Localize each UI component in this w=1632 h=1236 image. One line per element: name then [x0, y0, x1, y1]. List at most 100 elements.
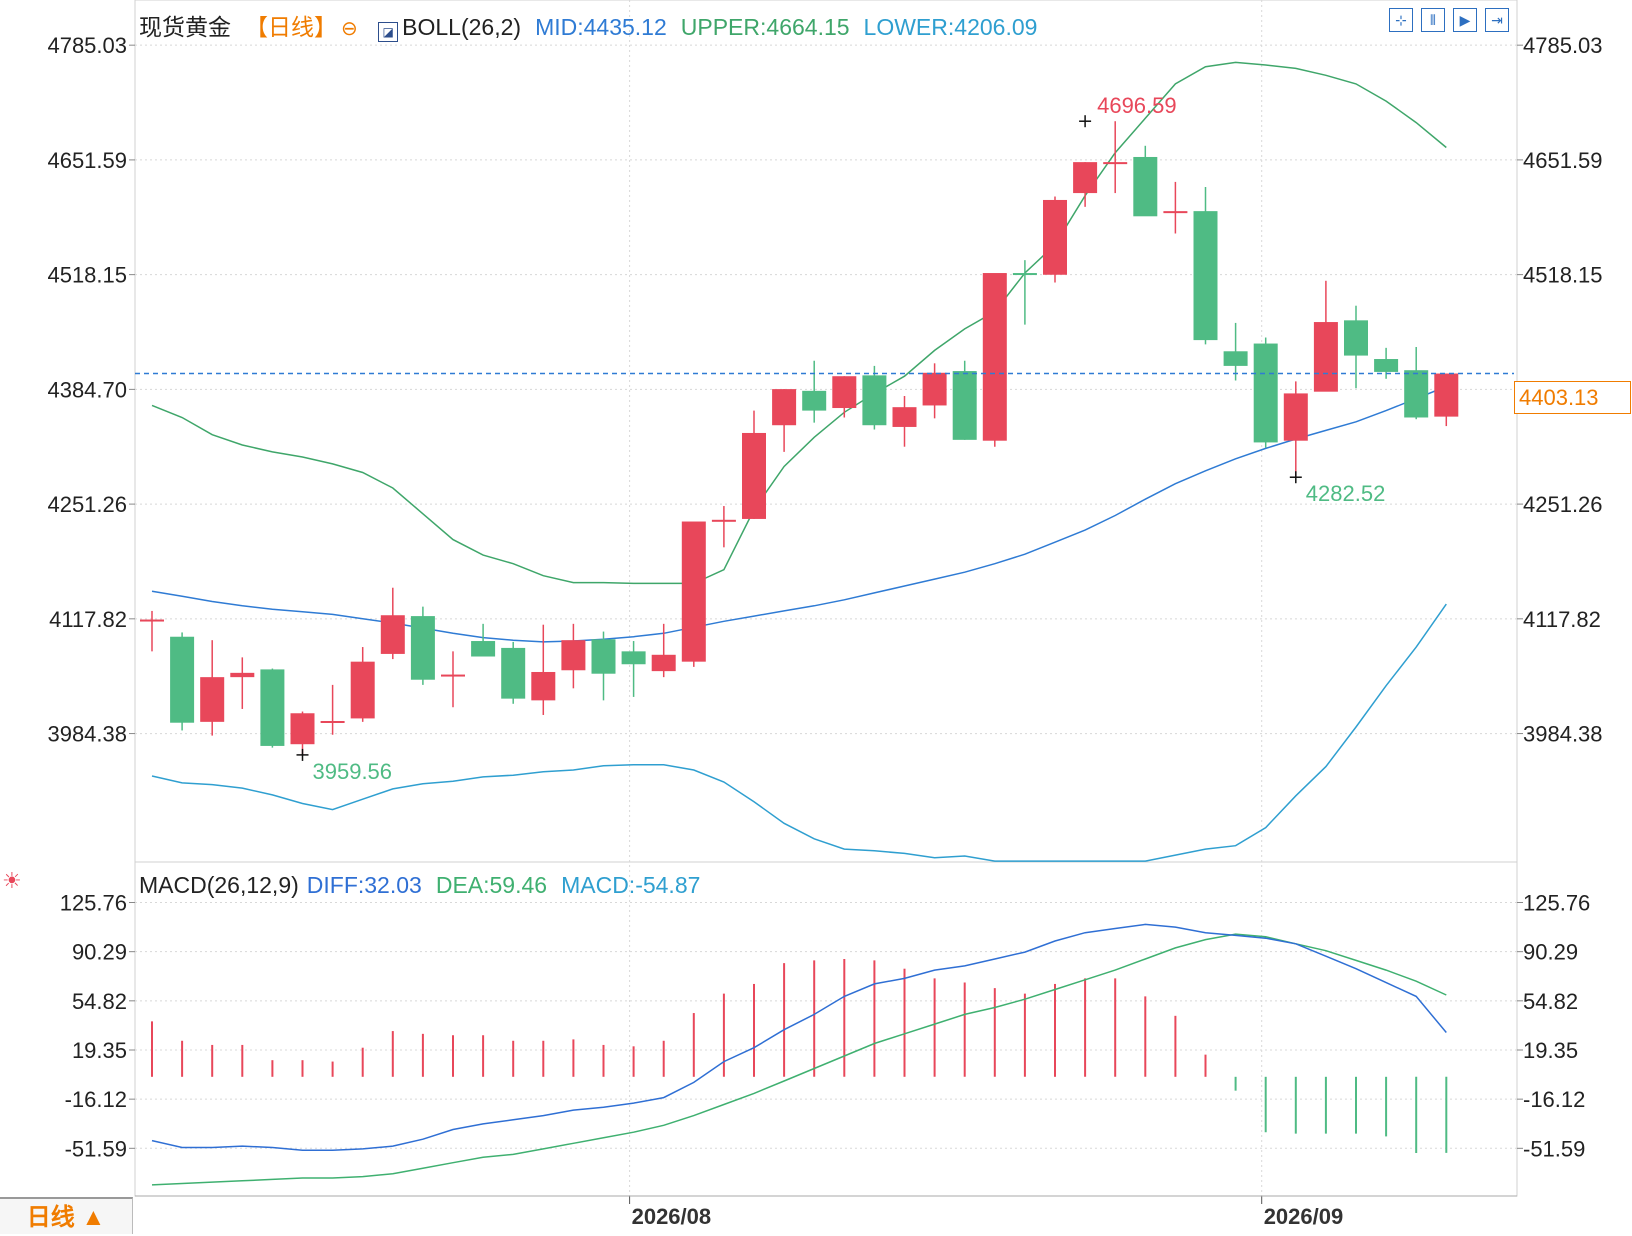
candle-body — [1374, 359, 1399, 372]
candle-body — [531, 671, 556, 701]
boll-upper-line — [151, 61, 1447, 585]
candle-body — [1012, 273, 1037, 276]
macd-panel-frame — [134, 861, 1518, 1197]
candle-body — [380, 615, 405, 654]
boll-upper-value: UPPER:4664.15 — [680, 14, 850, 40]
candle-body — [772, 389, 797, 426]
macd-label[interactable]: MACD(26,12,9) — [139, 872, 299, 898]
candle-body — [802, 390, 827, 411]
candle-body — [862, 375, 887, 426]
main-ytick-label-left: 4785.03 — [47, 33, 127, 58]
candle-body — [1223, 351, 1248, 366]
macd-dea-value: DEA:59.46 — [435, 872, 548, 898]
candle-body — [1344, 320, 1368, 356]
macd-ytick-label-left: 125.76 — [60, 891, 127, 916]
settings-icon[interactable]: ⊖ — [341, 18, 358, 40]
period-label[interactable]: 【日线】 — [245, 14, 337, 40]
candle-body — [1313, 322, 1338, 392]
candle-body — [230, 672, 255, 678]
candle-body — [922, 372, 947, 406]
candle-body — [501, 647, 526, 699]
main-ytick-label-right: 4518.15 — [1523, 263, 1603, 288]
play-icon[interactable]: ▶ — [1453, 8, 1477, 32]
main-ytick-label-right: 4785.03 — [1523, 33, 1603, 58]
candle-body — [832, 376, 857, 409]
candle-body — [170, 636, 195, 723]
candle-body — [1043, 199, 1067, 275]
candle-body — [952, 371, 977, 440]
candle-body — [200, 677, 225, 722]
candle-body — [651, 654, 676, 672]
candle-body — [1073, 162, 1098, 194]
period-tab[interactable]: 日线 ▲ — [0, 1197, 133, 1234]
candle-body — [1253, 343, 1278, 443]
main-ytick-label-left: 3984.38 — [47, 722, 127, 747]
macd-ytick-label-right: 90.29 — [1523, 940, 1578, 965]
candle-body — [1404, 370, 1429, 418]
macd-header: MACD(26,12,9) DIFF:32.03 DEA:59.46 MACD:-54… — [139, 872, 714, 899]
candle-body — [591, 639, 616, 674]
candle-body — [892, 407, 917, 427]
macd-ytick-label-right: -16.12 — [1523, 1087, 1585, 1112]
candle-body — [140, 619, 164, 622]
boll-lower-value: LOWER:4206.09 — [863, 14, 1038, 40]
candle-body — [681, 521, 706, 662]
candle-body — [1193, 211, 1218, 341]
candle-body — [621, 651, 646, 665]
low-annotation-label: 3959.56 — [313, 759, 393, 784]
main-ytick-label-right: 4651.59 — [1523, 148, 1603, 173]
macd-ytick-label-right: -51.59 — [1523, 1136, 1585, 1161]
macd-hist-value: MACD:-54.87 — [561, 872, 701, 898]
macd-ytick-label-right: 125.76 — [1523, 891, 1590, 916]
scroll-end-icon[interactable]: ⇥ — [1485, 8, 1509, 32]
boll-mid-line — [151, 385, 1447, 643]
candle-body — [260, 669, 285, 746]
main-ytick-label-left: 4518.15 — [47, 263, 127, 288]
main-ytick-label-left: 4117.82 — [49, 607, 127, 632]
main-header: 现货黄金 【日线】 ⊖ ◪ BOLL(26,2) MID:4435.12 UPPER:46… — [139, 8, 1051, 42]
candle-body — [561, 640, 586, 671]
macd-ytick-label-left: 19.35 — [72, 1038, 127, 1063]
instrument-name: 现货黄金 — [139, 14, 231, 40]
candle-body — [410, 616, 435, 680]
sun-icon[interactable]: ☀ — [2, 868, 22, 893]
candle-body — [1103, 162, 1128, 165]
macd-ytick-label-left: -51.59 — [65, 1136, 127, 1161]
candle-body — [320, 720, 345, 723]
macd-ytick-label-left: -16.12 — [65, 1087, 127, 1112]
candle-body — [441, 674, 465, 677]
candle-body — [982, 273, 1007, 441]
candle-body — [1283, 393, 1308, 441]
main-ytick-label-left: 4384.70 — [47, 377, 127, 402]
macd-diff-line — [151, 923, 1447, 1152]
macd-ytick-label-right: 54.82 — [1523, 989, 1578, 1014]
macd-ytick-label-left: 90.29 — [72, 940, 127, 965]
boll-lower-line — [151, 603, 1447, 862]
crosshair-icon[interactable]: ⊹ — [1389, 8, 1413, 32]
candle-body — [742, 432, 766, 519]
main-ytick-label-left: 4251.26 — [47, 492, 127, 517]
candle-style-icon[interactable]: ⫴ — [1421, 8, 1445, 32]
main-ytick-label-right: 4251.26 — [1523, 492, 1603, 517]
candle-body — [290, 713, 315, 745]
candle-body — [1163, 211, 1188, 214]
candle-body — [350, 661, 375, 719]
candle-body — [711, 519, 736, 522]
main-ytick-label-left: 4651.59 — [47, 148, 127, 173]
macd-diff-value: DIFF:32.03 — [306, 872, 422, 898]
x-tick-label: 2026/08 — [632, 1204, 712, 1229]
macd-ytick-label-left: 54.82 — [72, 989, 127, 1014]
main-ytick-label-right: 4117.82 — [1523, 607, 1601, 632]
main-panel-frame — [134, 0, 1518, 863]
macd-ytick-label-right: 19.35 — [1523, 1038, 1578, 1063]
high-annotation-label: 4696.59 — [1097, 93, 1177, 118]
low-annotation-label: 4282.52 — [1306, 481, 1386, 506]
main-ytick-label-right: 3984.38 — [1523, 722, 1603, 747]
boll-label[interactable]: BOLL(26,2) — [402, 14, 522, 40]
boll-indicator-icon[interactable]: ◪ — [378, 22, 399, 42]
candle-body — [1434, 373, 1459, 417]
current-price-tag: 4403.13 — [1514, 381, 1631, 414]
candle-body — [1133, 156, 1158, 217]
